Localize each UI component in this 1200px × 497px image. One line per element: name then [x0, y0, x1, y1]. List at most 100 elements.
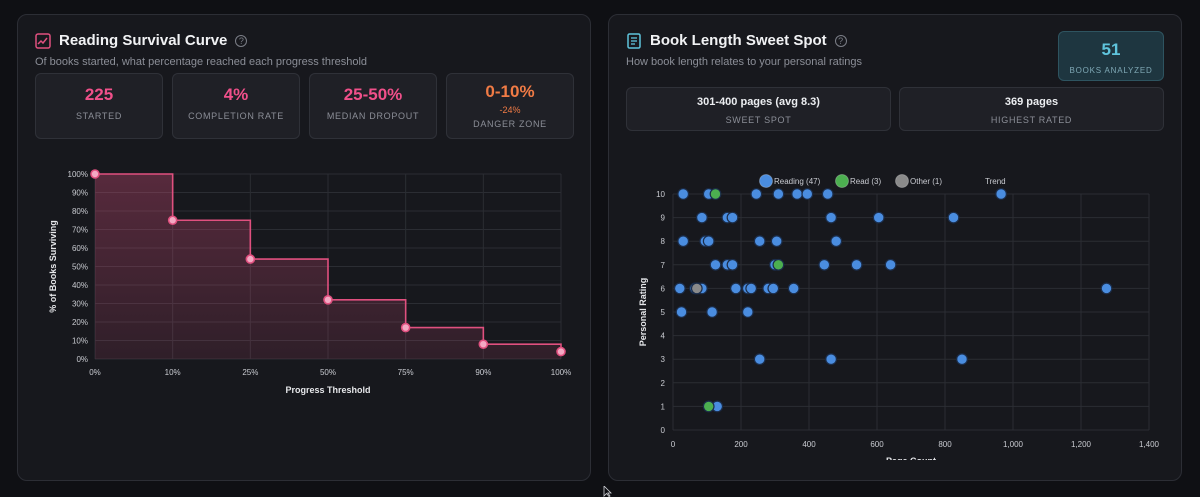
y-tick-label: 20% [72, 318, 88, 327]
scatter-point [706, 306, 718, 318]
x-tick-label: 0% [89, 368, 101, 377]
scatter-point [825, 211, 838, 224]
stat-sub: -24% [499, 105, 521, 115]
x-tick-label: 50% [320, 368, 336, 377]
x-tick-label: 200 [734, 440, 748, 449]
booklength-header: Book Length Sweet Spot ? [626, 32, 847, 49]
legend-marker [895, 174, 909, 188]
stat-value: 4% [223, 85, 249, 104]
survival-title: Reading Survival Curve [59, 32, 228, 49]
booklength-panel: Book Length Sweet Spot ? How book length… [608, 14, 1182, 481]
legend-label: Other (1) [910, 177, 942, 186]
y-tick-label: 30% [72, 300, 88, 309]
data-point [323, 295, 333, 305]
x-tick-label: 400 [802, 440, 816, 449]
data-point [245, 254, 256, 264]
legend-label: Read (3) [850, 177, 881, 186]
survival-subtitle: Of books started, what percentage reache… [35, 56, 368, 68]
scatter-point [702, 400, 715, 413]
legend-marker [759, 174, 773, 188]
survival-panel: Reading Survival Curve ? Of books starte… [17, 14, 591, 481]
x-tick-label: 600 [870, 440, 884, 449]
stat-label: STARTED [75, 111, 123, 121]
x-tick-label: 75% [398, 368, 414, 377]
cursor-icon [603, 486, 612, 497]
y-tick-label: 80% [72, 207, 88, 216]
scatter-point [690, 282, 703, 295]
y-tick-label: 50% [72, 263, 88, 272]
scatter-point [818, 258, 831, 271]
sweet-spot-value: 301-400 pages (avg 8.3) [697, 96, 820, 108]
highest-rated-card: 369 pages HIGHEST RATED [899, 87, 1164, 131]
stat-label: DANGER ZONE [473, 119, 547, 129]
scatter-point [702, 235, 715, 248]
data-point [478, 339, 489, 349]
highest-rated-label: HIGHEST RATED [990, 115, 1073, 125]
x-tick-label: 800 [938, 440, 952, 449]
y-tick-label: 8 [661, 237, 666, 246]
y-tick-label: 6 [661, 284, 666, 293]
x-tick-label: 10% [165, 368, 181, 377]
y-axis-title: % of Books Surviving [48, 220, 58, 313]
x-axis-title: Page Count [886, 456, 936, 460]
y-tick-label: 2 [661, 379, 666, 388]
data-point [556, 346, 566, 357]
scatter-point [772, 258, 785, 271]
survival-header: Reading Survival Curve ? [35, 32, 248, 49]
stat-completion-rate: 4% COMPLETION RATE [172, 73, 300, 139]
scatter-point [1100, 282, 1113, 295]
scatter-point [884, 258, 897, 271]
x-tick-label: 0 [671, 440, 676, 449]
y-tick-label: 7 [661, 261, 666, 270]
scatter-point [709, 188, 722, 200]
y-tick-label: 40% [72, 281, 88, 290]
x-tick-label: 90% [475, 368, 491, 377]
y-tick-label: 9 [661, 214, 666, 223]
x-tick-label: 100% [551, 368, 571, 377]
help-icon[interactable]: ? [834, 34, 847, 47]
scatter-point [726, 258, 739, 271]
sweet-spot-label: SWEET SPOT [725, 115, 792, 125]
scatter-point [791, 188, 804, 200]
scatter-point [677, 188, 690, 200]
scatter-point [787, 282, 800, 295]
books-analyzed-label: BOOKS ANALYZED [1069, 66, 1153, 75]
y-tick-label: 5 [661, 308, 666, 317]
books-analyzed-value: 51 [1101, 40, 1121, 59]
y-tick-label: 90% [72, 189, 88, 198]
stat-started: 225 STARTED [35, 73, 163, 139]
scatter-point [770, 235, 783, 248]
y-tick-label: 100% [68, 170, 88, 179]
legend-label: Reading (47) [774, 177, 821, 186]
scatter-point [741, 306, 754, 318]
scatter-point [695, 211, 708, 224]
scatter-point [850, 258, 863, 271]
scatter-point [825, 353, 838, 366]
legend-marker [835, 174, 849, 188]
book-icon [626, 32, 642, 49]
x-tick-label: 1,000 [1003, 440, 1024, 449]
y-tick-label: 3 [661, 355, 666, 364]
scatter-point [872, 211, 885, 224]
scatter-point [709, 258, 722, 271]
y-axis-title: Personal Rating [638, 278, 648, 347]
scatter-point [753, 235, 766, 248]
stat-value: 0-10% [485, 82, 535, 101]
legend-label: Trend [985, 177, 1006, 186]
stat-label: MEDIAN DROPOUT [326, 111, 420, 121]
help-icon[interactable]: ? [235, 34, 248, 47]
highest-rated-value: 369 pages [1004, 96, 1059, 108]
books-analyzed-badge: 51 BOOKS ANALYZED [1058, 31, 1164, 81]
survival-chart: 0% 10% 20% 30% 40% 50% 60% 70% 80% 90% 100% 0% 10% 25… [48, 169, 571, 395]
booklength-title: Book Length Sweet Spot [650, 32, 827, 49]
scatter-point [673, 282, 686, 295]
y-tick-label: 0 [661, 426, 666, 435]
booklength-subtitle: How book length relates to your personal… [626, 56, 863, 68]
y-tick-label: 1 [661, 402, 666, 411]
scatter-point [947, 211, 960, 224]
scatter-point [995, 188, 1008, 200]
scatter-point [677, 235, 690, 248]
stat-danger-zone: 0-10% -24% DANGER ZONE [446, 73, 574, 139]
scatter-point [956, 353, 968, 366]
stat-label: COMPLETION RATE [188, 111, 284, 121]
